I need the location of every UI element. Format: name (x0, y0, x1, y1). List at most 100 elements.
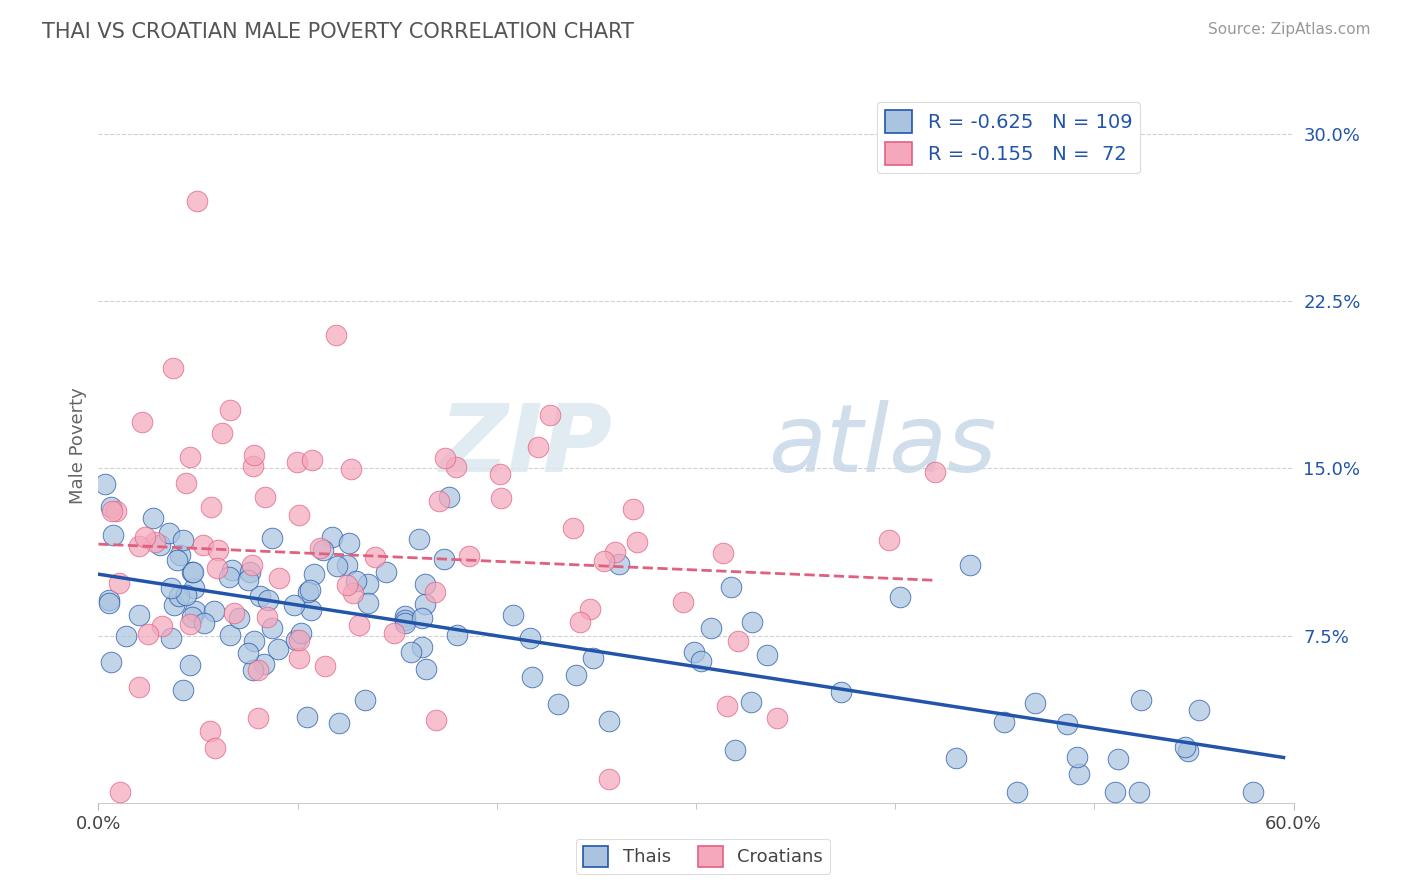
Point (547, 697, 569, 711)
Point (110, 785, 132, 799)
Point (336, 578, 359, 592)
Point (288, 651, 311, 665)
Point (413, 577, 436, 591)
Legend: Thais, Croatians: Thais, Croatians (575, 838, 831, 874)
Point (339, 462, 361, 476)
Point (993, 714, 1015, 729)
Point (321, 530, 343, 544)
Point (174, 476, 197, 491)
Point (672, 595, 695, 609)
Point (166, 553, 188, 567)
Point (297, 585, 319, 599)
Point (239, 565, 262, 579)
Point (256, 610, 278, 624)
Point (357, 577, 380, 591)
Point (540, 408, 562, 422)
Point (257, 593, 280, 607)
Point (298, 583, 321, 598)
Point (1066, 750, 1088, 764)
Point (312, 542, 335, 557)
Point (527, 441, 550, 455)
Point (724, 743, 747, 757)
Point (598, 772, 620, 787)
Point (98, 593, 121, 607)
Point (246, 711, 269, 725)
Point (266, 642, 288, 657)
Point (364, 550, 387, 565)
Point (142, 511, 165, 525)
Point (349, 618, 371, 632)
Point (100, 504, 122, 518)
Point (700, 621, 723, 635)
Point (579, 602, 602, 616)
Point (288, 508, 311, 522)
Point (830, 685, 852, 699)
Point (219, 628, 242, 642)
Point (149, 538, 172, 552)
Point (218, 402, 240, 417)
Point (169, 548, 191, 562)
Point (1104, 785, 1126, 799)
Point (1177, 743, 1199, 757)
Point (221, 563, 243, 577)
Point (339, 535, 361, 549)
Point (179, 616, 201, 631)
Point (727, 634, 749, 648)
Point (603, 545, 626, 559)
Point (690, 654, 713, 668)
Point (134, 530, 156, 544)
Point (157, 526, 180, 541)
Point (128, 539, 150, 553)
Point (94, 477, 117, 491)
Point (1241, 785, 1264, 799)
Point (143, 535, 166, 549)
Point (568, 615, 591, 629)
Point (174, 588, 197, 602)
Point (889, 590, 911, 604)
Point (326, 558, 349, 573)
Point (374, 565, 396, 579)
Point (432, 552, 454, 566)
Point (163, 599, 186, 613)
Point (284, 633, 307, 648)
Point (253, 657, 276, 671)
Point (457, 549, 479, 564)
Point (415, 597, 437, 611)
Point (128, 607, 150, 622)
Point (262, 531, 284, 545)
Point (193, 615, 215, 630)
Point (711, 546, 734, 560)
Point (211, 426, 233, 441)
Point (104, 503, 127, 517)
Point (200, 500, 222, 515)
Point (394, 609, 416, 624)
Point (100, 500, 122, 514)
Point (242, 663, 264, 677)
Point (301, 453, 323, 467)
Point (592, 553, 614, 567)
Point (1129, 693, 1152, 707)
Point (765, 711, 787, 725)
Point (179, 657, 201, 672)
Point (1024, 697, 1046, 711)
Point (394, 613, 416, 627)
Point (433, 450, 456, 465)
Point (131, 415, 153, 429)
Point (262, 621, 284, 635)
Text: THAI VS CROATIAN MALE POVERTY CORRELATION CHART: THAI VS CROATIAN MALE POVERTY CORRELATIO… (42, 22, 634, 42)
Point (384, 626, 406, 640)
Point (411, 611, 433, 625)
Point (309, 541, 332, 556)
Point (254, 491, 277, 505)
Point (238, 573, 260, 587)
Point (328, 715, 350, 730)
Point (179, 450, 201, 464)
Point (399, 645, 422, 659)
Point (1056, 717, 1078, 731)
Point (290, 625, 312, 640)
Point (247, 663, 270, 677)
Point (756, 648, 779, 662)
Point (150, 619, 173, 633)
Text: Source: ZipAtlas.com: Source: ZipAtlas.com (1208, 22, 1371, 37)
Point (1188, 703, 1211, 717)
